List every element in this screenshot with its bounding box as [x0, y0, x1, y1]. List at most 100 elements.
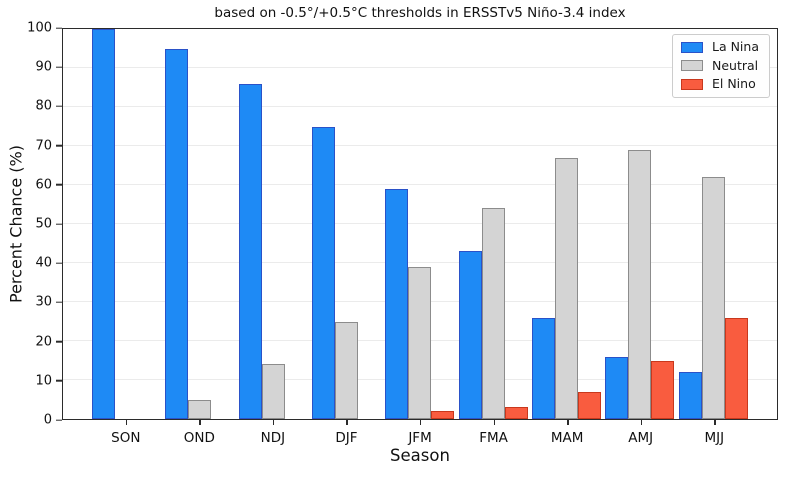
x-tick-ndj	[272, 420, 275, 425]
bar-group-jfm	[383, 29, 456, 419]
x-tick-label-son: SON	[111, 430, 141, 446]
x-axis-title: Season	[390, 446, 450, 465]
y-tick-0	[56, 419, 62, 421]
x-tick-label-mjj: MJJ	[704, 430, 725, 446]
bar-el-nino-jfm	[431, 411, 455, 419]
y-tick-40	[56, 262, 62, 264]
bar-neutral-amj	[628, 149, 652, 419]
bar-la-nina-fma	[458, 251, 482, 419]
x-tick-label-djf: DJF	[335, 430, 358, 446]
legend-item-el-nino: El Nino	[680, 76, 759, 91]
la-nina-swatch-icon	[680, 41, 703, 53]
y-tick-70	[56, 144, 62, 147]
y-tick-30	[56, 301, 62, 304]
legend-label: El Nino	[711, 76, 756, 91]
plot-area: La Nina Neutral El Nino	[62, 28, 778, 420]
x-cell-ndj: NDJ	[236, 420, 310, 446]
bar-group-mjj	[677, 29, 750, 419]
x-tick-son	[125, 420, 128, 425]
x-tick-djf	[346, 420, 348, 425]
y-tick-80	[56, 105, 62, 108]
gridline-50	[63, 223, 777, 224]
x-cell-fma: FMA	[457, 420, 531, 446]
bar-groups	[63, 29, 777, 419]
bar-group-amj	[603, 29, 676, 419]
y-tick-label-90: 90	[35, 59, 52, 75]
bar-la-nina-ndj	[238, 83, 262, 419]
gridline-90	[63, 67, 777, 68]
x-tick-label-ndj: NDJ	[260, 430, 286, 446]
bar-group-ond	[163, 29, 236, 419]
bar-neutral-mam	[555, 157, 579, 419]
bar-neutral-mjj	[701, 177, 725, 419]
y-tick-label-70: 70	[35, 138, 52, 154]
chart-title: based on -0.5°/+0.5°C thresholds in ERSS…	[214, 5, 626, 21]
x-tick-mjj	[714, 420, 716, 425]
bar-neutral-jfm	[408, 266, 432, 419]
x-axis: SON OND NDJ DJF JFM FMA MAM AMJ MJJ	[62, 420, 790, 446]
bar-el-nino-fma	[504, 407, 528, 419]
bar-el-nino-mjj	[724, 317, 748, 419]
y-tick-20	[56, 340, 62, 343]
neutral-swatch-icon	[680, 60, 703, 72]
bar-neutral-ond	[188, 399, 212, 419]
gridline-40	[63, 262, 777, 263]
x-cell-mjj: MJJ	[678, 420, 752, 446]
x-cell-djf: DJF	[310, 420, 384, 446]
legend-label: Neutral	[711, 57, 759, 73]
bar-el-nino-mam	[578, 391, 602, 419]
y-tick-label-20: 20	[35, 334, 52, 350]
bar-la-nina-ond	[165, 48, 189, 419]
bar-la-nina-son	[92, 29, 116, 419]
y-tick-50	[56, 223, 62, 225]
y-axis: 0 10 20 30 40 50 60 70 80 90 100	[0, 22, 62, 427]
bar-la-nina-djf	[312, 126, 336, 419]
bar-la-nina-amj	[605, 356, 629, 419]
y-tick-label-100: 100	[27, 20, 52, 36]
x-axis-inner: SON OND NDJ DJF JFM FMA MAM AMJ MJJ	[89, 420, 751, 446]
y-tick-label-60: 60	[35, 177, 52, 193]
bar-group-ndj	[237, 29, 310, 419]
x-tick-label-jfm: JFM	[408, 430, 432, 446]
x-cell-ond: OND	[163, 420, 237, 446]
x-tick-fma	[493, 420, 495, 425]
bar-el-nino-amj	[651, 360, 675, 419]
legend: La Nina Neutral El Nino	[671, 34, 770, 98]
bar-la-nina-jfm	[385, 188, 409, 419]
y-tick-label-40: 40	[35, 255, 52, 271]
bar-group-son	[90, 29, 163, 419]
x-tick-label-fma: FMA	[479, 430, 508, 446]
y-tick-label-50: 50	[35, 216, 52, 232]
bar-neutral-fma	[481, 208, 505, 419]
x-cell-jfm: JFM	[383, 420, 457, 446]
bar-group-mam	[530, 29, 603, 419]
bar-group-fma	[457, 29, 530, 419]
y-tick-label-30: 30	[35, 294, 52, 310]
x-tick-ond	[199, 420, 201, 425]
bar-la-nina-mjj	[678, 372, 702, 419]
x-tick-jfm	[420, 420, 422, 425]
y-tick-90	[56, 66, 62, 68]
x-cell-amj: AMJ	[604, 420, 678, 446]
y-tick-label-80: 80	[35, 98, 52, 114]
bar-group-djf	[310, 29, 383, 419]
x-tick-amj	[640, 420, 643, 425]
x-cell-mam: MAM	[530, 420, 604, 446]
y-tick-100	[56, 27, 62, 29]
legend-item-la-nina: La Nina	[680, 39, 759, 54]
bar-neutral-djf	[335, 321, 359, 419]
el-nino-swatch-icon	[680, 78, 703, 90]
x-tick-label-amj: AMJ	[628, 430, 654, 446]
y-tick-label-0: 0	[43, 412, 52, 428]
gridline-60	[63, 184, 777, 185]
gridline-80	[63, 106, 777, 107]
legend-item-neutral: Neutral	[680, 57, 759, 73]
x-tick-mam	[567, 420, 569, 425]
bar-la-nina-mam	[532, 317, 556, 419]
x-tick-label-mam: MAM	[550, 430, 584, 446]
gridline-70	[63, 145, 777, 146]
y-tick-label-10: 10	[35, 373, 52, 389]
x-cell-son: SON	[89, 420, 163, 446]
x-tick-label-ond: OND	[183, 430, 215, 446]
legend-label: La Nina	[711, 39, 759, 54]
